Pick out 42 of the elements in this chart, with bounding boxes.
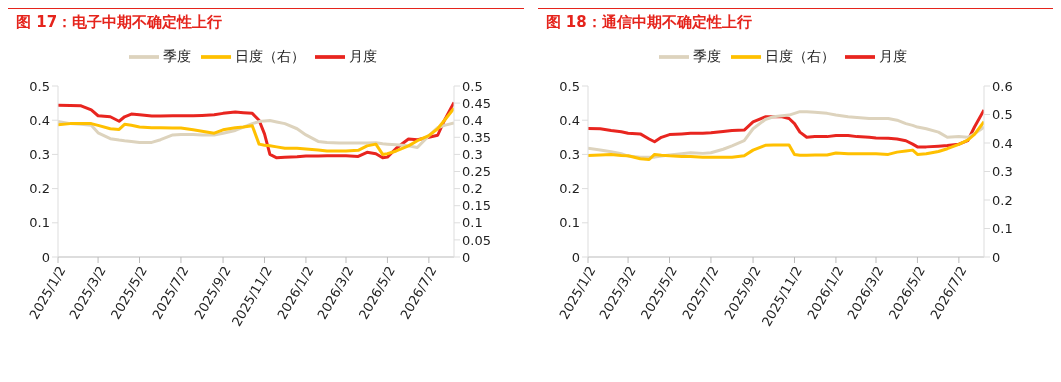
- chart-title: 图 17：电子中期不确定性上行: [15, 12, 224, 32]
- y2-tick-label: 0.1: [462, 215, 483, 231]
- y-tick-label: 0.1: [29, 215, 50, 231]
- y2-tick-label: 0.45: [462, 95, 491, 111]
- y-tick-label: 0.3: [558, 147, 580, 163]
- y2-tick-label: 0.1: [991, 221, 1013, 237]
- y-tick-label: 0.2: [29, 181, 50, 197]
- line-series: [58, 106, 454, 156]
- y2-tick-label: 0.6: [991, 78, 1013, 94]
- y2-tick-label: 0.4: [462, 112, 483, 128]
- y2-tick-label: 0.25: [462, 164, 491, 180]
- legend-label: 日度（右）: [235, 48, 305, 64]
- chart-title: 图 18：通信中期不确定性上行: [544, 12, 753, 32]
- y2-tick-label: 0.5: [462, 78, 483, 94]
- y2-tick-label: 0.05: [462, 232, 491, 248]
- legend-label: 季度: [163, 48, 191, 64]
- y-tick-label: 0.5: [29, 78, 50, 94]
- legend-label: 月度: [349, 48, 377, 64]
- y2-tick-label: 0.2: [991, 192, 1013, 208]
- y-tick-label: 0.4: [29, 112, 50, 128]
- y2-tick-label: 0: [991, 249, 1000, 265]
- line-series: [587, 120, 984, 162]
- y2-tick-label: 0.2: [462, 181, 483, 197]
- y-tick-label: 0.3: [29, 147, 50, 163]
- y-tick-label: 0: [41, 249, 50, 265]
- y2-tick-label: 0.5: [991, 107, 1013, 123]
- y2-tick-label: 0.15: [462, 198, 491, 214]
- y-tick-label: 0: [571, 249, 580, 265]
- y2-tick-label: 0.3: [991, 164, 1013, 180]
- y-tick-label: 0.4: [558, 112, 580, 128]
- legend-label: 日度（右）: [764, 48, 835, 64]
- y2-tick-label: 0.35: [462, 129, 491, 145]
- legend-label: 季度: [692, 48, 721, 64]
- y2-tick-label: 0: [462, 249, 471, 265]
- line-series: [587, 108, 984, 149]
- y-tick-label: 0.2: [558, 181, 580, 197]
- line-series: [58, 100, 454, 160]
- y2-tick-label: 0.3: [462, 147, 483, 163]
- y-tick-label: 0.1: [558, 215, 580, 231]
- legend-label: 月度: [878, 48, 907, 64]
- y2-tick-label: 0.4: [991, 135, 1013, 151]
- y-tick-label: 0.5: [558, 78, 580, 94]
